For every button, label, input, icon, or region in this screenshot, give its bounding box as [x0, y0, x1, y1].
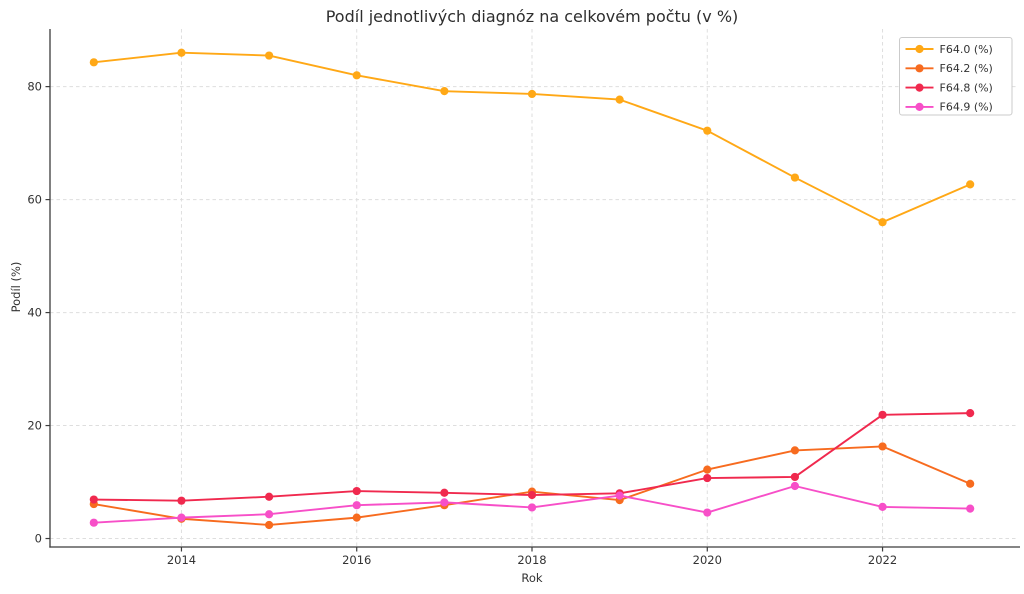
legend-item: F64.2 (%): [905, 62, 993, 75]
chart-title: Podíl jednotlivých diagnóz na celkovém p…: [325, 7, 739, 26]
data-point: [790, 481, 800, 491]
y-tick-label: 0: [35, 532, 42, 546]
legend-item: F64.8 (%): [905, 81, 993, 94]
data-point: [264, 492, 274, 501]
x-tick-label: 2022: [868, 553, 897, 567]
series-F64.0: [89, 48, 975, 227]
legend-label: F64.9 (%): [940, 101, 993, 114]
data-point: [89, 495, 98, 504]
data-point: [878, 410, 887, 419]
data-point: [878, 442, 887, 451]
legend-item: F64.9 (%): [905, 101, 993, 114]
data-point: [177, 48, 186, 57]
data-point: [703, 473, 712, 483]
data-point: [264, 51, 274, 60]
data-point: [89, 58, 98, 67]
y-tick-label: 20: [27, 419, 42, 433]
legend-marker: [915, 44, 924, 54]
data-point: [703, 508, 712, 517]
data-point: [878, 218, 887, 227]
legend-marker: [915, 102, 924, 111]
data-point: [703, 126, 712, 135]
data-point: [264, 520, 274, 530]
data-point: [264, 510, 274, 519]
data-point: [352, 71, 361, 80]
series-line: [92, 51, 972, 224]
data-point: [615, 491, 624, 500]
data-point: [527, 503, 537, 512]
series-F64.9: [89, 481, 975, 527]
data-point: [177, 513, 186, 522]
data-point: [703, 465, 712, 474]
data-point: [966, 504, 975, 513]
data-point: [440, 87, 449, 96]
data-point: [615, 95, 624, 104]
legend-item: F64.0 (%): [905, 43, 993, 56]
y-tick-label: 80: [27, 80, 42, 94]
y-tick-label: 40: [27, 306, 42, 320]
data-point: [790, 472, 800, 482]
data-point: [966, 180, 975, 189]
y-tick-label: 60: [27, 193, 42, 207]
legend-label: F64.2 (%): [940, 62, 993, 75]
x-tick-label: 2016: [342, 553, 371, 567]
series-F64.8: [89, 409, 975, 505]
data-point: [352, 501, 361, 510]
data-point: [177, 496, 186, 505]
x-axis-label: Rok: [521, 571, 543, 585]
data-point: [966, 479, 975, 488]
data-point: [89, 518, 98, 527]
data-point: [527, 89, 537, 99]
x-tick-label: 2014: [167, 553, 196, 567]
data-point: [790, 173, 800, 182]
legend-box: [899, 37, 1013, 116]
data-point: [878, 502, 887, 511]
legend-label: F64.0 (%): [940, 43, 993, 56]
data-point: [352, 513, 361, 522]
data-point: [527, 490, 537, 500]
legend: F64.0 (%) F64.2 (%) F64.8 (%) F64.9 (%): [899, 37, 1013, 116]
data-point: [352, 486, 361, 496]
data-point: [440, 498, 449, 507]
tick-marks-and-labels: 0 20 40 60 80 2014 2016 2018 2020 2022: [27, 80, 897, 567]
x-tick-label: 2018: [517, 553, 546, 567]
data-point: [790, 446, 800, 455]
axes-spines: [49, 29, 1020, 548]
x-tick-label: 2020: [693, 553, 722, 567]
legend-label: F64.8 (%): [940, 81, 993, 94]
gridlines: [50, 29, 1016, 547]
data-point: [966, 409, 975, 418]
legend-marker: [915, 83, 924, 92]
data-point: [440, 488, 449, 497]
legend-marker: [915, 64, 924, 73]
